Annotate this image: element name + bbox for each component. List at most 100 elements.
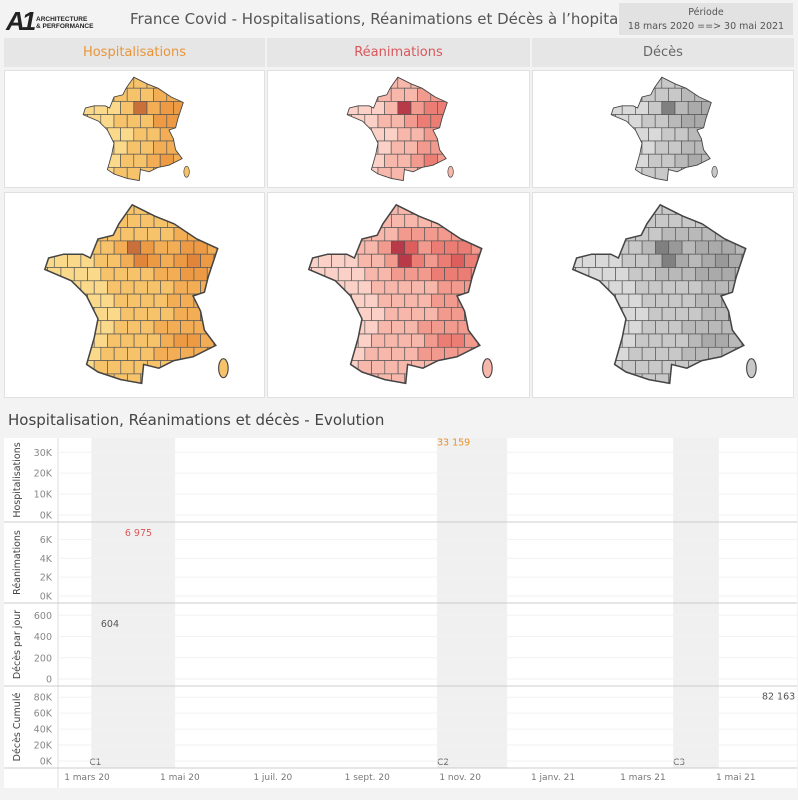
- map-deces-region[interactable]: [532, 70, 794, 188]
- france-map[interactable]: [81, 75, 191, 185]
- departement-shape[interactable]: [581, 360, 596, 375]
- departement-shape[interactable]: [655, 267, 670, 282]
- departement-shape[interactable]: [305, 307, 319, 322]
- france-map[interactable]: [569, 201, 759, 391]
- departement-shape[interactable]: [146, 333, 161, 348]
- departement-shape[interactable]: [337, 320, 352, 335]
- region-shape[interactable]: [668, 87, 682, 102]
- departement-shape[interactable]: [661, 360, 676, 375]
- departement-shape[interactable]: [601, 240, 616, 255]
- departement-shape[interactable]: [337, 267, 352, 282]
- departement-shape[interactable]: [139, 267, 154, 282]
- departement-shape[interactable]: [491, 281, 495, 294]
- departement-shape[interactable]: [470, 213, 484, 228]
- region-shape[interactable]: [390, 140, 405, 155]
- departement-shape[interactable]: [146, 307, 161, 322]
- departement-shape[interactable]: [569, 373, 576, 387]
- departement-shape[interactable]: [581, 227, 596, 242]
- departement-shape[interactable]: [358, 387, 371, 391]
- departement-shape[interactable]: [86, 213, 101, 228]
- departement-shape[interactable]: [621, 333, 636, 348]
- departement-shape[interactable]: [41, 307, 55, 322]
- departement-shape[interactable]: [397, 307, 412, 322]
- departement-shape[interactable]: [681, 267, 696, 282]
- departement-shape[interactable]: [410, 333, 425, 348]
- departement-shape[interactable]: [41, 320, 48, 335]
- region-shape[interactable]: [119, 127, 134, 142]
- departement-shape[interactable]: [641, 320, 656, 335]
- departement-shape[interactable]: [484, 294, 494, 307]
- region-shape[interactable]: [450, 101, 454, 114]
- departement-shape[interactable]: [403, 267, 418, 282]
- departement-shape[interactable]: [749, 321, 759, 334]
- departement-shape[interactable]: [397, 253, 412, 268]
- departement-shape[interactable]: [661, 280, 676, 295]
- region-shape[interactable]: [377, 167, 392, 181]
- departement-shape[interactable]: [641, 240, 656, 255]
- region-shape[interactable]: [146, 153, 161, 168]
- departement-shape[interactable]: [714, 360, 729, 375]
- departement-shape[interactable]: [661, 253, 676, 268]
- departement-shape[interactable]: [728, 360, 743, 375]
- departement-shape[interactable]: [317, 360, 332, 375]
- region-shape[interactable]: [396, 127, 411, 142]
- departement-shape[interactable]: [113, 320, 128, 335]
- departement-shape[interactable]: [73, 320, 88, 335]
- departement-shape[interactable]: [377, 240, 392, 255]
- region-shape[interactable]: [654, 140, 669, 155]
- region-shape[interactable]: [383, 180, 398, 185]
- departement-shape[interactable]: [608, 227, 623, 242]
- departement-shape[interactable]: [119, 253, 134, 268]
- region-shape[interactable]: [621, 75, 636, 89]
- departement-shape[interactable]: [357, 333, 372, 348]
- departement-shape[interactable]: [390, 293, 405, 308]
- tab-hospitalisations[interactable]: Hospitalisations: [4, 38, 265, 67]
- region-shape[interactable]: [701, 180, 714, 185]
- departement-shape[interactable]: [581, 307, 596, 322]
- departement-shape[interactable]: [139, 320, 154, 335]
- departement-shape[interactable]: [595, 201, 610, 215]
- region-shape[interactable]: [86, 167, 101, 181]
- region-shape[interactable]: [429, 167, 444, 181]
- departement-shape[interactable]: [575, 293, 590, 308]
- departement-shape[interactable]: [443, 320, 458, 335]
- region-shape[interactable]: [429, 114, 444, 129]
- departement-shape[interactable]: [437, 360, 452, 375]
- region-shape[interactable]: [106, 153, 121, 168]
- region-shape[interactable]: [450, 75, 454, 88]
- region-shape[interactable]: [152, 140, 167, 155]
- region-shape[interactable]: [681, 140, 696, 155]
- departement-shape[interactable]: [569, 360, 583, 375]
- departement-shape[interactable]: [655, 240, 670, 255]
- departement-shape[interactable]: [100, 267, 114, 282]
- region-shape[interactable]: [609, 153, 623, 168]
- departement-shape[interactable]: [173, 227, 188, 242]
- departement-shape[interactable]: [636, 387, 649, 391]
- departement-shape[interactable]: [668, 240, 683, 255]
- departement-shape[interactable]: [54, 387, 67, 391]
- departement-shape[interactable]: [569, 293, 576, 308]
- departement-shape[interactable]: [113, 240, 128, 255]
- corsica-shape[interactable]: [481, 358, 493, 379]
- departement-shape[interactable]: [641, 346, 656, 361]
- departement-shape[interactable]: [186, 253, 201, 268]
- region-shape[interactable]: [345, 75, 359, 89]
- region-shape[interactable]: [641, 167, 656, 181]
- region-shape[interactable]: [423, 180, 438, 185]
- departement-shape[interactable]: [581, 280, 596, 295]
- departement-shape[interactable]: [186, 307, 201, 322]
- region-shape[interactable]: [654, 114, 669, 129]
- region-shape[interactable]: [450, 128, 454, 141]
- departement-shape[interactable]: [46, 373, 61, 387]
- region-shape[interactable]: [661, 153, 676, 168]
- region-shape[interactable]: [186, 154, 190, 167]
- departement-shape[interactable]: [126, 267, 141, 282]
- region-shape[interactable]: [186, 181, 190, 185]
- departement-shape[interactable]: [615, 373, 630, 387]
- departement-shape[interactable]: [159, 253, 174, 268]
- departement-shape[interactable]: [159, 201, 174, 215]
- region-shape[interactable]: [350, 140, 365, 155]
- region-shape[interactable]: [119, 180, 134, 185]
- region-shape[interactable]: [701, 75, 714, 89]
- departement-shape[interactable]: [107, 387, 120, 391]
